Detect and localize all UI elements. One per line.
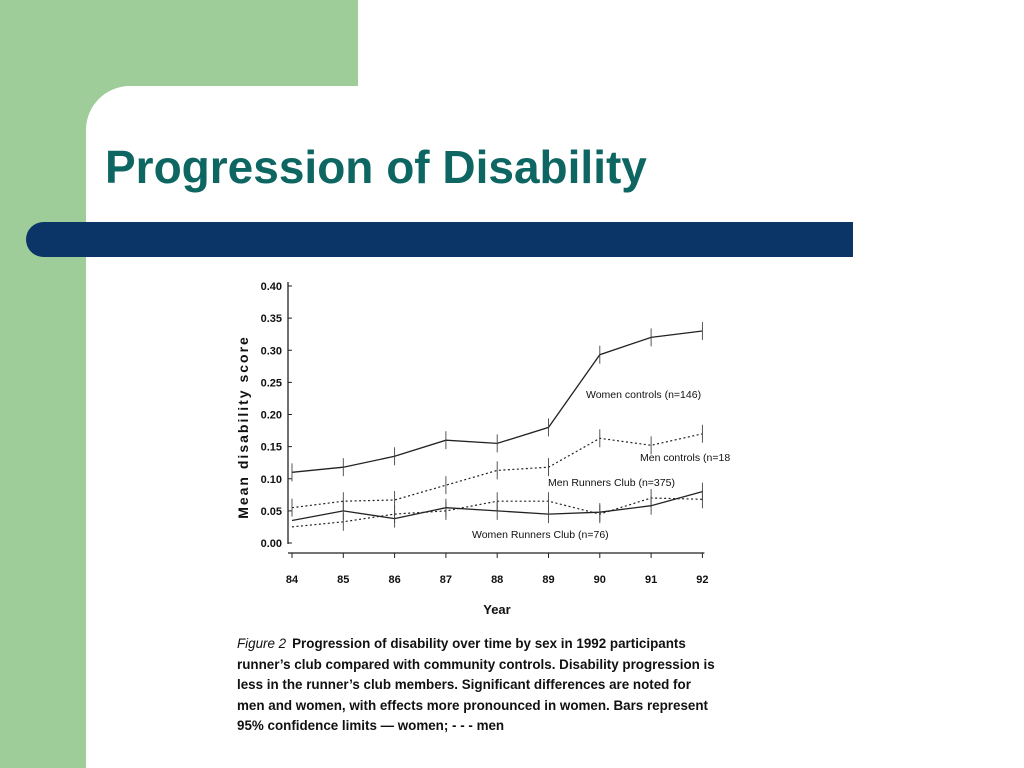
chart-series xyxy=(291,321,703,531)
figure-caption-text: Progression of disability over time by s… xyxy=(237,636,715,733)
y-tick-label: 0.25 xyxy=(261,377,282,389)
x-tick-label: 85 xyxy=(337,574,349,586)
y-tick-label: 0.30 xyxy=(261,345,282,357)
title-rule xyxy=(26,222,853,257)
figure-label: Figure 2 xyxy=(237,636,287,651)
series-label: Women Runners Club (n=76) xyxy=(472,529,609,541)
disability-chart: 0.400.350.300.250.200.150.100.050.00 84 8… xyxy=(235,281,730,617)
series-label: Men controls (n=184) xyxy=(640,452,730,464)
y-tick-label: 0.05 xyxy=(261,506,282,518)
series-label: Men Runners Club (n=375) xyxy=(548,477,675,489)
y-axis-label: Mean disability score xyxy=(235,335,251,519)
x-tick-label: 87 xyxy=(440,574,452,586)
chart-axes xyxy=(287,282,705,554)
y-tick-label: 0.20 xyxy=(261,410,282,422)
y-tick-label: 0.15 xyxy=(261,442,282,454)
series-labels: Women controls (n=146) Men controls (n=18… xyxy=(472,389,730,541)
series-label: Women controls (n=146) xyxy=(586,389,701,401)
x-tick-label: 92 xyxy=(696,574,708,586)
x-tick-label: 86 xyxy=(388,574,400,586)
x-tick-label: 90 xyxy=(594,574,606,586)
series-line xyxy=(291,433,703,509)
slide-panel xyxy=(86,86,1024,768)
x-axis-label: Year xyxy=(483,602,510,617)
x-tick-label: 91 xyxy=(645,574,657,586)
slide-title: Progression of Disability xyxy=(105,141,647,193)
x-tick-label: 84 xyxy=(286,574,299,586)
x-tick-label: 88 xyxy=(491,574,503,586)
x-tick-labels: 84 85 86 87 88 89 90 91 92 xyxy=(286,553,709,586)
y-tick-label: 0.10 xyxy=(261,474,282,486)
y-tick-label: 0.40 xyxy=(261,281,282,293)
figure-caption: Figure 2 Progression of disability over t… xyxy=(237,634,717,737)
y-tick-label: 0.35 xyxy=(261,313,282,325)
y-tick-labels: 0.40 0.35 0.30 0.25 0.20 0.15 0.10 0.05 0.00 xyxy=(261,281,292,550)
y-tick-label: 0.00 xyxy=(261,538,282,550)
x-tick-label: 89 xyxy=(542,574,554,586)
